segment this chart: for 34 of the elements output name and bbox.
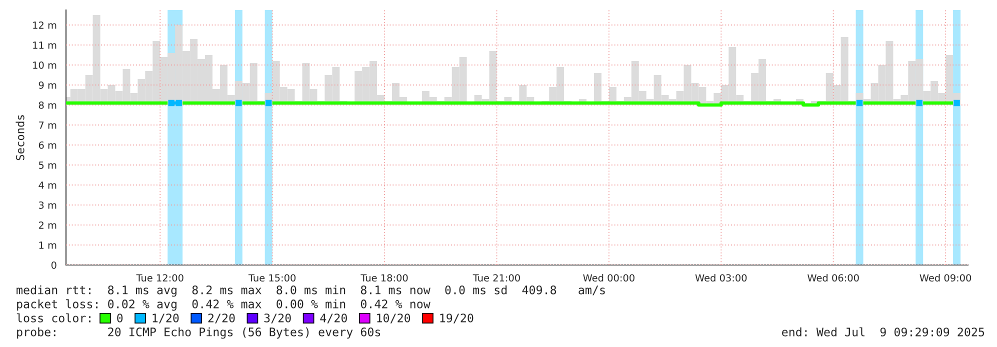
x-tick-label: Wed 06:00 (808, 274, 859, 282)
y-tick-label: 12 m (33, 21, 56, 29)
y-tick-label: 5 m (38, 162, 56, 169)
y-tick-label: 4 m (38, 182, 56, 189)
x-tick-label: Tue 15:00 (248, 274, 296, 282)
legend-label: 19/20 (440, 314, 474, 324)
text: packet loss: 0.02 % avg 0.42 % max 0.00 % min 0.42 % now (17, 299, 430, 311)
y-tick-label: 7 m (39, 122, 56, 129)
y-tick-label: 0 (51, 261, 56, 269)
legend-label: 2/20 (208, 314, 235, 324)
y-tick-label: 1 m (39, 242, 56, 249)
x-tick-label: Tue 12:00 (136, 274, 184, 282)
x-tick-label: Tue 21:00 (472, 274, 520, 282)
legend-label: 1/20 (152, 314, 179, 324)
legend-label: 10/20 (377, 314, 410, 324)
text: median rtt: 8.1 ms avg 8.2 ms max 8.0 ms min 8.1 ms now 0.0 ms sd 409.8 am/s (16, 285, 605, 297)
y-tick-label: 3 m (38, 201, 56, 209)
y-axis-title: Seconds (16, 115, 24, 160)
y-tick-label: 6 m (38, 141, 56, 149)
x-tick-label: Wed 00:00 (583, 274, 634, 282)
x-tick-label: Wed 03:00 (695, 274, 747, 282)
y-tick-label: 9 m (38, 81, 56, 89)
y-tick-label: 2 m (38, 221, 56, 229)
legend-title: loss color: (16, 313, 90, 322)
legend-label: 4/20 (320, 314, 347, 324)
text: end: Wed Jul 9 09:29:09 2025 (782, 327, 984, 336)
legend-label: 3/20 (264, 314, 291, 324)
y-tick-label: 11 m (33, 42, 56, 49)
legend-label: 0 (117, 314, 123, 322)
y-tick-label: 8 m (38, 101, 56, 109)
text: probe: 20 ICMP Echo Pings (56 Bytes) every 60s (17, 327, 380, 339)
x-tick-label: Wed 09:00 (920, 274, 972, 282)
x-tick-label: Tue 18:00 (360, 274, 408, 282)
y-tick-label: 10 m (33, 61, 56, 69)
